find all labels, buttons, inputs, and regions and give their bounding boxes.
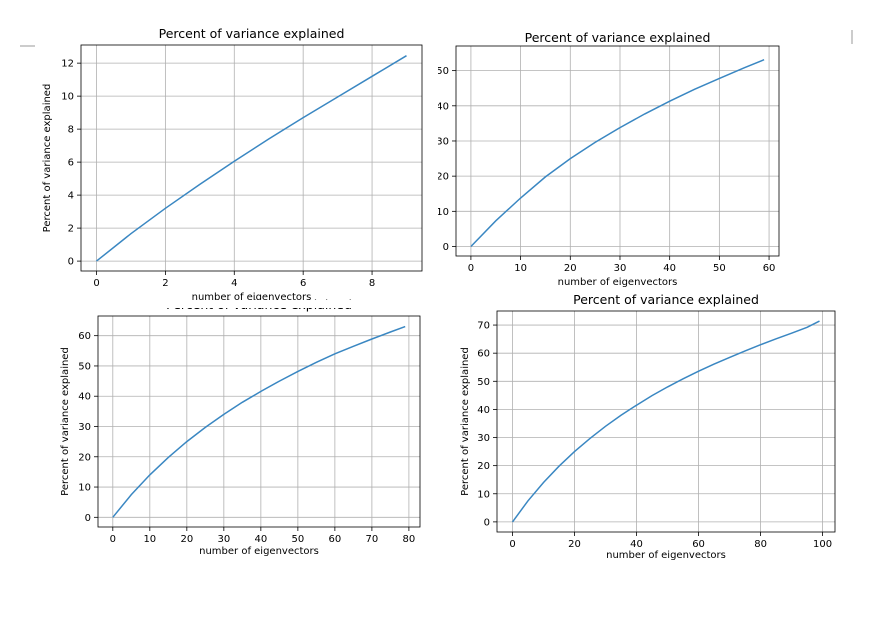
y-axis-label: Percent of variance explained [42, 84, 53, 233]
x-tick-label: 20 [180, 534, 193, 545]
y-tick-label: 30 [477, 433, 490, 444]
x-tick-label: 30 [217, 534, 230, 545]
y-tick-label: 60 [78, 331, 91, 342]
y-tick-label: 20 [436, 172, 449, 183]
x-tick-label: 60 [329, 534, 342, 545]
y-tick-label: 0 [68, 257, 74, 268]
y-tick-label: 40 [436, 101, 449, 112]
y-tick-label: 30 [78, 422, 91, 433]
chart-title: Percent of variance explained [159, 26, 345, 41]
x-tick-label: 60 [692, 539, 705, 550]
x-axis-label: number of eigenvectors [199, 546, 319, 557]
x-tick-label: 80 [754, 539, 767, 550]
y-tick-label: 0 [443, 242, 449, 253]
y-tick-label: 0 [85, 513, 91, 524]
x-tick-label: 60 [763, 263, 776, 274]
y-tick-label: 20 [477, 461, 490, 472]
plot-frame [80, 44, 423, 272]
x-axis-label: number of eigenvectors [192, 292, 312, 303]
plot-frame [455, 45, 780, 257]
y-tick-label: 12 [61, 59, 74, 70]
chart-4: 0 20 40 60 80 100 0 10 20 30 40 50 60 70 Percent of va… [460, 292, 836, 561]
x-tick-label: 40 [630, 539, 643, 550]
series-line [511, 320, 820, 523]
y-axis-label: Percent of variance explained [60, 347, 71, 496]
clip-mask [433, 40, 438, 270]
x-tick-label: 20 [568, 539, 581, 550]
y-tick-label: 6 [68, 158, 74, 169]
x-tick-label: 50 [291, 534, 304, 545]
y-tick-label: 10 [477, 489, 490, 500]
x-tick-label: 6 [300, 278, 306, 289]
y-tick-label: 70 [477, 321, 490, 332]
y-tick-label: 30 [436, 136, 449, 147]
x-tick-label: 4 [231, 278, 237, 289]
x-tick-label: 2 [162, 278, 168, 289]
x-tick-label: 100 [813, 539, 832, 550]
x-tick-label: 20 [564, 263, 577, 274]
y-tick-label: 20 [78, 452, 91, 463]
x-tick-label: 30 [614, 263, 627, 274]
x-tick-label: 10 [143, 534, 156, 545]
series-line [112, 325, 406, 518]
y-tick-label: 10 [436, 207, 449, 218]
chart-title: Percent of variance explained [573, 292, 759, 307]
y-tick-label: 50 [477, 377, 490, 388]
chart-3: 0 10 20 30 40 50 60 70 80 0 10 20 30 40 50 60 Percent of… [60, 297, 421, 557]
y-tick-label: 60 [477, 349, 490, 360]
y-tick-label: 40 [477, 405, 490, 416]
series-line [470, 59, 765, 248]
chart-2: 0 10 20 30 40 50 60 0 10 20 30 40 50 Percent of varia… [436, 30, 780, 288]
x-tick-label: 8 [369, 278, 375, 289]
y-tick-label: 0 [484, 517, 490, 528]
x-tick-label: 70 [366, 534, 379, 545]
y-tick-label: 10 [61, 92, 74, 103]
y-tick-label: 4 [68, 191, 74, 202]
y-tick-label: 2 [68, 224, 74, 235]
x-tick-label: 40 [663, 263, 676, 274]
plot-frame [496, 310, 836, 533]
overlap-mask [150, 300, 390, 308]
x-axis-label: number of eigenvectors [558, 277, 678, 288]
x-axis-label: number of eigenvectors [606, 550, 726, 561]
x-tick-label: 80 [403, 534, 416, 545]
y-axis-label: Percent of variance explained [460, 347, 471, 496]
y-tick-label: 50 [436, 66, 449, 77]
x-tick-label: 0 [110, 534, 116, 545]
x-tick-label: 0 [468, 263, 474, 274]
plot-frame [97, 315, 421, 528]
x-tick-label: 50 [713, 263, 726, 274]
x-tick-label: 0 [93, 278, 99, 289]
chart-title: Percent of variance explained [525, 30, 711, 45]
y-tick-label: 50 [78, 361, 91, 372]
y-tick-label: 8 [68, 125, 74, 136]
chart-1: 0 2 4 6 8 0 2 4 6 8 10 12 Percent of variance explai… [42, 26, 423, 303]
series-line [96, 55, 407, 262]
x-tick-label: 10 [514, 263, 527, 274]
x-tick-label: 0 [509, 539, 515, 550]
x-tick-label: 40 [254, 534, 267, 545]
y-tick-label: 40 [78, 392, 91, 403]
y-tick-label: 10 [78, 483, 91, 494]
